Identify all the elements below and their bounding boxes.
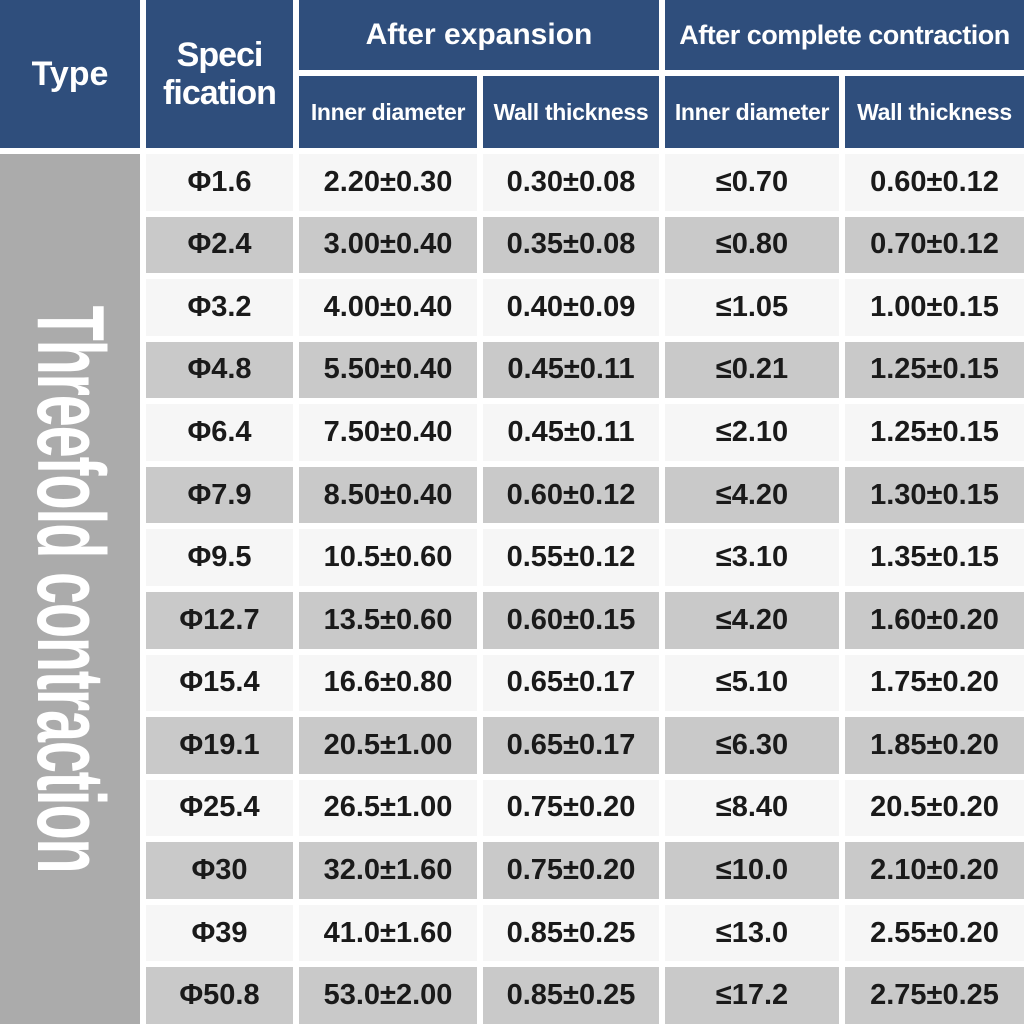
con-wall-cell: 2.55±0.20 bbox=[845, 904, 1024, 962]
con-inner-cell: ≤1.05 bbox=[665, 279, 839, 336]
exp-wall-cell: 0.75±0.20 bbox=[483, 779, 659, 837]
con-wall-cell: 0.60±0.12 bbox=[845, 154, 1024, 211]
exp-inner-cell: 8.50±0.40 bbox=[299, 466, 477, 524]
exp-wall-cell: 0.60±0.15 bbox=[483, 592, 659, 649]
con-wall-cell: 1.25±0.15 bbox=[845, 341, 1024, 399]
exp-wall-cell: 0.55±0.12 bbox=[483, 529, 659, 586]
exp-wall-cell: 0.85±0.25 bbox=[483, 967, 659, 1024]
col-group-after-complete-contraction-label: After complete contraction bbox=[679, 19, 1010, 50]
exp-inner-cell: 4.00±0.40 bbox=[299, 279, 477, 336]
con-wall-cell: 1.75±0.20 bbox=[845, 654, 1024, 712]
exp-wall-cell: 0.30±0.08 bbox=[483, 154, 659, 211]
col-header-contraction-inner-diameter: Inner diameter bbox=[665, 76, 839, 148]
con-inner-cell: ≤10.0 bbox=[665, 842, 839, 899]
spec-value-cell: Φ39 bbox=[146, 904, 293, 962]
con-wall-cell: 2.10±0.20 bbox=[845, 842, 1024, 899]
spec-value-cell: Φ9.5 bbox=[146, 529, 293, 586]
exp-inner-cell: 2.20±0.30 bbox=[299, 154, 477, 211]
spec-value-cell: Φ3.2 bbox=[146, 279, 293, 336]
exp-wall-cell: 0.65±0.17 bbox=[483, 717, 659, 774]
col-header-specification-line2: fication bbox=[163, 74, 277, 112]
exp-inner-cell: 10.5±0.60 bbox=[299, 529, 477, 586]
con-inner-cell: ≤0.21 bbox=[665, 341, 839, 399]
col-header-expansion-wall-thickness-label: Wall thickness bbox=[493, 98, 649, 125]
con-inner-cell: ≤4.20 bbox=[665, 466, 839, 524]
exp-inner-cell: 41.0±1.60 bbox=[299, 904, 477, 962]
spec-value-cell: Φ1.6 bbox=[146, 154, 293, 211]
spec-value-cell: Φ12.7 bbox=[146, 592, 293, 649]
exp-wall-cell: 0.45±0.11 bbox=[483, 404, 659, 461]
exp-inner-cell: 16.6±0.80 bbox=[299, 654, 477, 712]
col-group-after-expansion: After expansion bbox=[299, 0, 659, 70]
exp-inner-cell: 20.5±1.00 bbox=[299, 717, 477, 774]
col-header-contraction-wall-thickness: Wall thickness bbox=[845, 76, 1024, 148]
row-group-cell: Threefold contraction bbox=[0, 154, 140, 1024]
col-header-expansion-inner-diameter-label: Inner diameter bbox=[310, 98, 466, 125]
con-wall-cell: 2.75±0.25 bbox=[845, 967, 1024, 1024]
col-header-type: Type bbox=[0, 0, 140, 148]
con-inner-cell: ≤2.10 bbox=[665, 404, 839, 461]
exp-inner-cell: 5.50±0.40 bbox=[299, 341, 477, 399]
spec-value-cell: Φ7.9 bbox=[146, 466, 293, 524]
exp-wall-cell: 0.35±0.08 bbox=[483, 216, 659, 274]
exp-wall-cell: 0.60±0.12 bbox=[483, 466, 659, 524]
col-group-after-complete-contraction: After complete contraction bbox=[665, 0, 1024, 70]
spec-value-cell: Φ15.4 bbox=[146, 654, 293, 712]
col-header-contraction-inner-diameter-label: Inner diameter bbox=[674, 98, 830, 125]
con-wall-cell: 1.85±0.20 bbox=[845, 717, 1024, 774]
exp-inner-cell: 53.0±2.00 bbox=[299, 967, 477, 1024]
col-header-specification: Speci fication bbox=[146, 0, 293, 148]
col-header-expansion-wall-thickness: Wall thickness bbox=[483, 76, 659, 148]
con-inner-cell: ≤0.80 bbox=[665, 216, 839, 274]
con-wall-cell: 1.00±0.15 bbox=[845, 279, 1024, 336]
exp-wall-cell: 0.85±0.25 bbox=[483, 904, 659, 962]
exp-wall-cell: 0.40±0.09 bbox=[483, 279, 659, 336]
col-header-type-label: Type bbox=[31, 54, 109, 93]
con-inner-cell: ≤8.40 bbox=[665, 779, 839, 837]
con-wall-cell: 20.5±0.20 bbox=[845, 779, 1024, 837]
con-wall-cell: 1.30±0.15 bbox=[845, 466, 1024, 524]
spec-value-cell: Φ25.4 bbox=[146, 779, 293, 837]
spec-value-cell: Φ19.1 bbox=[146, 717, 293, 774]
exp-wall-cell: 0.65±0.17 bbox=[483, 654, 659, 712]
exp-inner-cell: 32.0±1.60 bbox=[299, 842, 477, 899]
con-inner-cell: ≤17.2 bbox=[665, 967, 839, 1024]
exp-inner-cell: 26.5±1.00 bbox=[299, 779, 477, 837]
con-wall-cell: 1.25±0.15 bbox=[845, 404, 1024, 461]
con-wall-cell: 1.60±0.20 bbox=[845, 592, 1024, 649]
con-inner-cell: ≤5.10 bbox=[665, 654, 839, 712]
spec-value-cell: Φ6.4 bbox=[146, 404, 293, 461]
row-group-label: Threefold contraction bbox=[17, 305, 124, 873]
spec-value-cell: Φ50.8 bbox=[146, 967, 293, 1024]
con-wall-cell: 0.70±0.12 bbox=[845, 216, 1024, 274]
exp-inner-cell: 7.50±0.40 bbox=[299, 404, 477, 461]
exp-inner-cell: 3.00±0.40 bbox=[299, 216, 477, 274]
spec-value-cell: Φ2.4 bbox=[146, 216, 293, 274]
exp-inner-cell: 13.5±0.60 bbox=[299, 592, 477, 649]
exp-wall-cell: 0.75±0.20 bbox=[483, 842, 659, 899]
con-wall-cell: 1.35±0.15 bbox=[845, 529, 1024, 586]
con-inner-cell: ≤13.0 bbox=[665, 904, 839, 962]
col-header-specification-line1: Speci bbox=[176, 35, 264, 74]
col-group-after-expansion-label: After expansion bbox=[365, 18, 593, 51]
spec-value-cell: Φ4.8 bbox=[146, 341, 293, 399]
spec-value-cell: Φ30 bbox=[146, 842, 293, 899]
col-header-contraction-wall-thickness-label: Wall thickness bbox=[857, 98, 1012, 125]
col-header-expansion-inner-diameter: Inner diameter bbox=[299, 76, 477, 148]
con-inner-cell: ≤0.70 bbox=[665, 154, 839, 211]
exp-wall-cell: 0.45±0.11 bbox=[483, 341, 659, 399]
con-inner-cell: ≤6.30 bbox=[665, 717, 839, 774]
con-inner-cell: ≤4.20 bbox=[665, 592, 839, 649]
con-inner-cell: ≤3.10 bbox=[665, 529, 839, 586]
